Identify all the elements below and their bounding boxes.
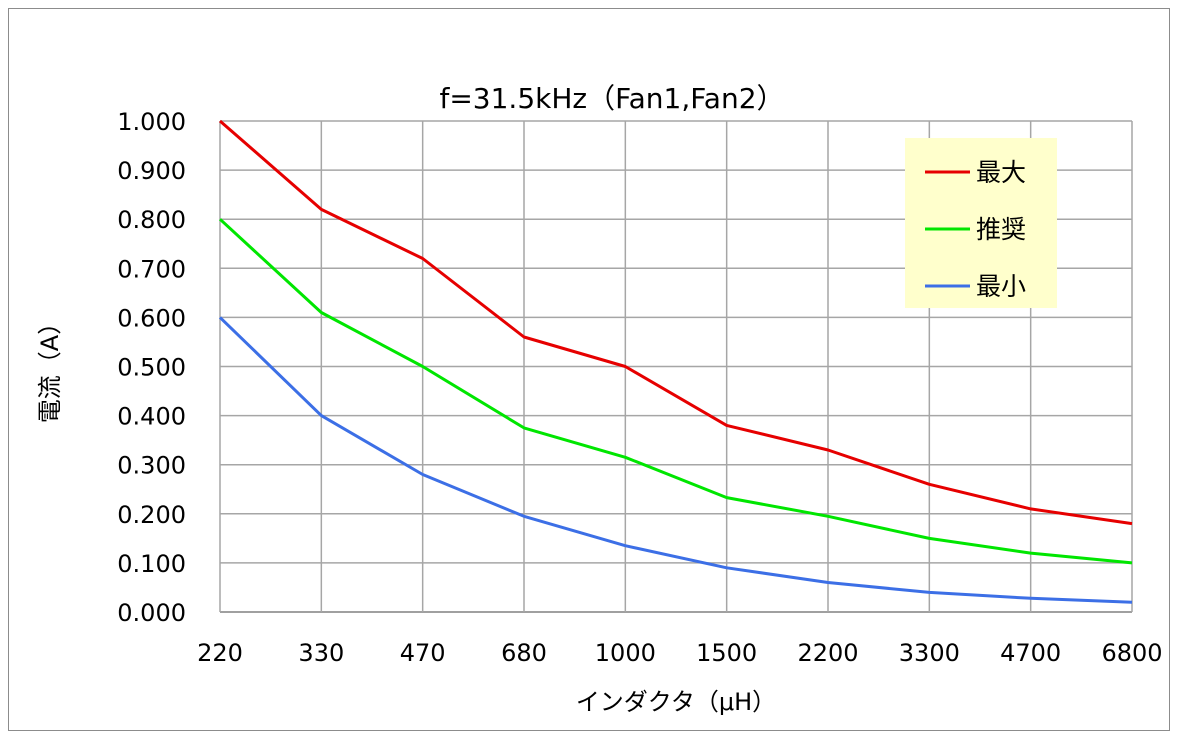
- legend-label: 最大: [976, 158, 1026, 187]
- x-tick-label: 220: [197, 639, 243, 667]
- x-tick-label: 680: [501, 639, 547, 667]
- chart-frame: [8, 8, 1170, 731]
- chart-title: f=31.5kHz（Fan1,Fan2）: [439, 82, 784, 115]
- y-tick-label: 0.600: [117, 304, 186, 332]
- x-tick-label: 6800: [1101, 639, 1162, 667]
- x-tick-label: 4700: [1000, 639, 1061, 667]
- x-tick-label: 1000: [595, 639, 656, 667]
- legend-label: 推奨: [976, 215, 1026, 244]
- y-tick-label: 0.200: [117, 501, 186, 529]
- grid: [219, 120, 1133, 613]
- series-line-最大: [219, 119, 1133, 526]
- x-tick-label: 2200: [797, 639, 858, 667]
- series-lines: [218, 119, 1133, 604]
- y-tick-label: 0.500: [117, 354, 186, 382]
- y-tick-label: 0.000: [117, 599, 186, 627]
- legend-label: 最小: [976, 272, 1026, 301]
- x-axis-title: インダクタ（μH）: [576, 688, 776, 716]
- y-axis-title: 電流（A）: [36, 311, 64, 423]
- y-tick-label: 0.400: [117, 403, 186, 431]
- y-tick-label: 0.800: [117, 206, 186, 234]
- y-tick-label: 0.100: [117, 550, 186, 578]
- y-tick-label: 0.900: [117, 157, 186, 185]
- y-axis-ticks: 0.000 0.100 0.200 0.300 0.400 0.500 0.600 0.700…: [117, 108, 186, 627]
- x-tick-label: 3300: [899, 639, 960, 667]
- y-tick-label: 0.300: [117, 452, 186, 480]
- legend-background: [905, 138, 1057, 308]
- x-tick-label: 1500: [696, 639, 757, 667]
- x-tick-label: 330: [298, 639, 344, 667]
- series-line-推奨: [218, 218, 1133, 565]
- x-axis-ticks: 220 330 470 680 1000 1500 2200 3300 4700 6800: [197, 639, 1162, 667]
- x-tick-label: 470: [400, 639, 446, 667]
- y-tick-label: 0.700: [117, 255, 186, 283]
- y-tick-label: 1.000: [117, 108, 186, 136]
- series-line-最小: [218, 316, 1133, 604]
